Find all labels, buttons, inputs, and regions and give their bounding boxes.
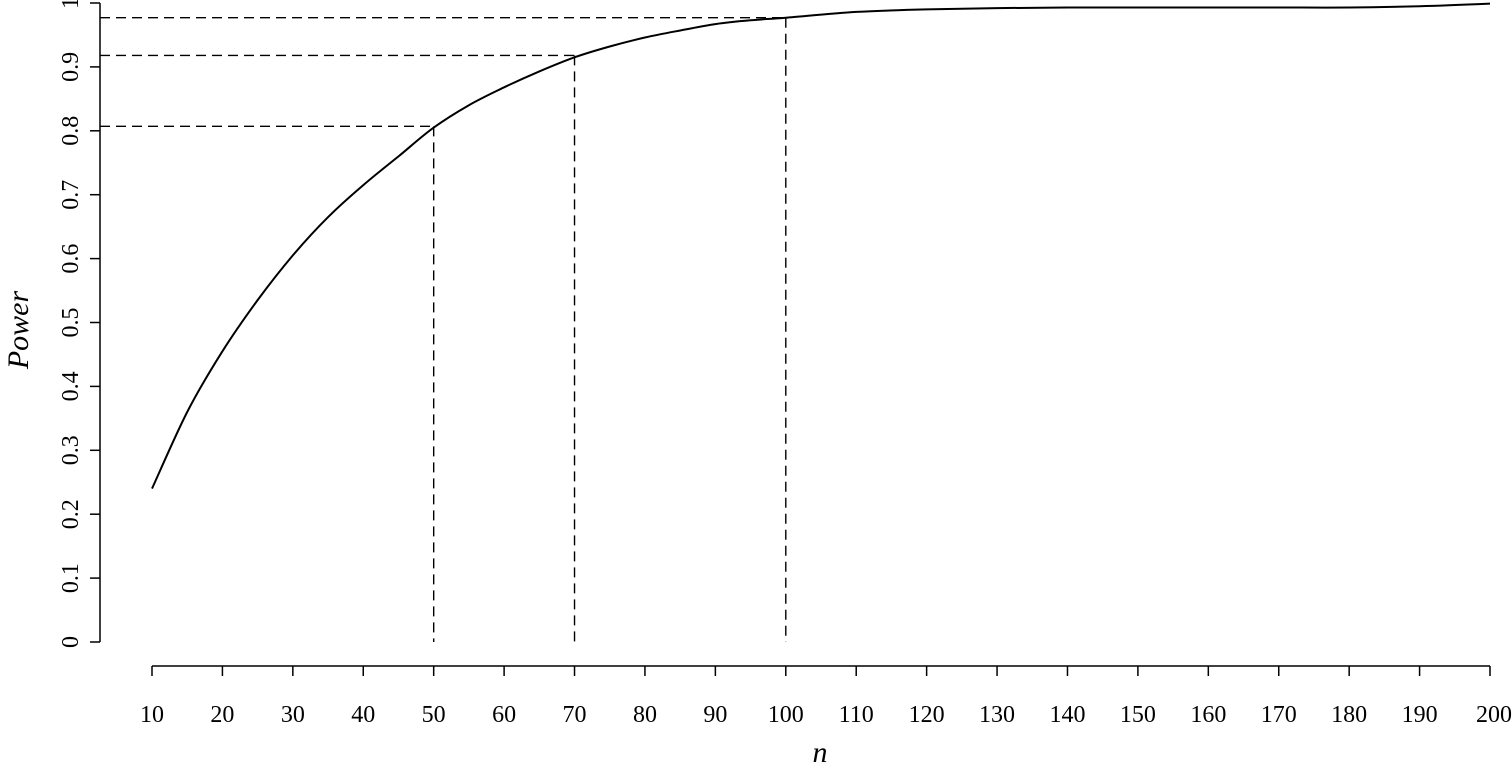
x-tick-label: 50 [422,702,446,728]
y-tick-label: 0.5 [58,308,84,338]
x-axis-title: n [813,736,828,766]
x-tick-label: 120 [909,702,945,728]
x-tick-label: 170 [1261,702,1297,728]
x-tick-label: 200 [1476,702,1512,728]
x-tick-label: 70 [563,702,587,728]
reference-lines [100,16,787,642]
y-tick-label: 0.1 [58,563,84,593]
y-tick-label: 0.4 [58,371,84,401]
x-tick-label: 180 [1331,702,1367,728]
x-tick-label: 150 [1120,702,1156,728]
x-tick-label: 20 [210,702,234,728]
x-tick-label: 10 [140,702,164,728]
y-tick-label: 0.2 [58,499,84,529]
x-tick-label: 190 [1402,702,1438,728]
y-tick-label: 1 [58,0,84,9]
y-tick-label: 0.6 [58,244,84,274]
power-curve-line [151,2,1491,490]
y-axis-title: Power [2,291,35,371]
series-layer [151,2,1491,490]
x-tick-label: 160 [1190,702,1226,728]
y-tick-label: 0 [58,636,84,648]
x-tick-label: 130 [979,702,1015,728]
x-tick-label: 90 [703,702,727,728]
y-tick-label: 0.8 [58,116,84,146]
x-tick-label: 40 [351,702,375,728]
x-tick-label: 30 [281,702,305,728]
x-tick-label: 60 [492,702,516,728]
x-tick-label: 110 [839,702,874,728]
y-tick-label: 0.9 [58,52,84,82]
x-tick-label: 80 [633,702,657,728]
y-tick-label: 0.7 [58,180,84,210]
x-tick-label: 100 [768,702,804,728]
y-tick-label: 0.3 [58,435,84,465]
x-tick-label: 140 [1049,702,1085,728]
